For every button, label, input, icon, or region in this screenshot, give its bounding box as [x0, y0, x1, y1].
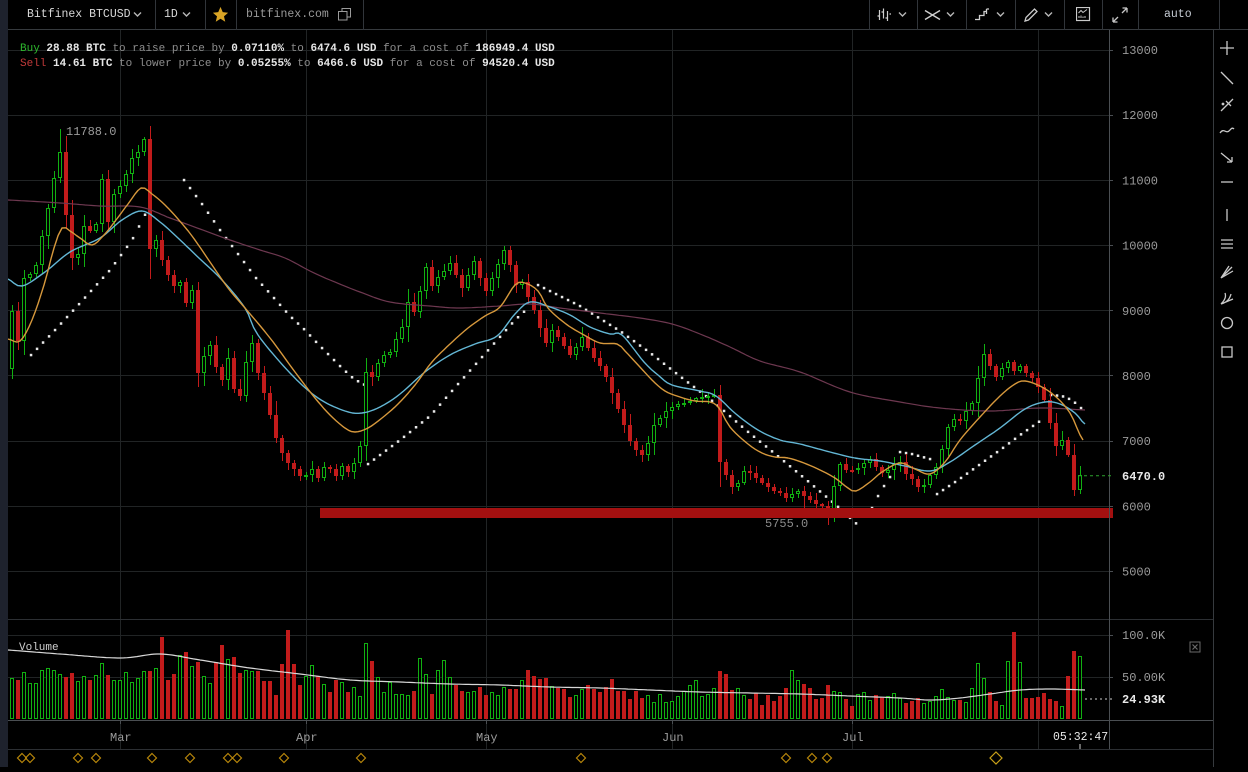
svg-text:9000: 9000	[1122, 305, 1151, 319]
svg-text:6000: 6000	[1122, 500, 1151, 514]
svg-text:6470.0: 6470.0	[1122, 470, 1165, 484]
svg-text:11000: 11000	[1122, 174, 1158, 188]
svg-text:11788.0: 11788.0	[66, 125, 116, 139]
svg-text:May: May	[476, 731, 498, 745]
svg-text:Jul: Jul	[842, 731, 864, 745]
svg-text:Volume: Volume	[19, 642, 59, 654]
svg-text:5000: 5000	[1122, 566, 1151, 580]
svg-text:12000: 12000	[1122, 109, 1158, 123]
svg-text:10000: 10000	[1122, 240, 1158, 254]
svg-text:05:32:47: 05:32:47	[1053, 731, 1108, 744]
svg-text:7000: 7000	[1122, 435, 1151, 449]
svg-text:5755.0: 5755.0	[765, 517, 808, 531]
svg-text:Mar: Mar	[110, 731, 132, 745]
svg-text:100.0K: 100.0K	[1122, 629, 1166, 643]
svg-text:50.00K: 50.00K	[1122, 671, 1166, 685]
svg-text:Jun: Jun	[662, 731, 684, 745]
svg-text:8000: 8000	[1122, 370, 1151, 384]
svg-text:13000: 13000	[1122, 44, 1158, 58]
svg-text:24.93K: 24.93K	[1122, 693, 1166, 707]
svg-text:Apr: Apr	[296, 731, 318, 745]
